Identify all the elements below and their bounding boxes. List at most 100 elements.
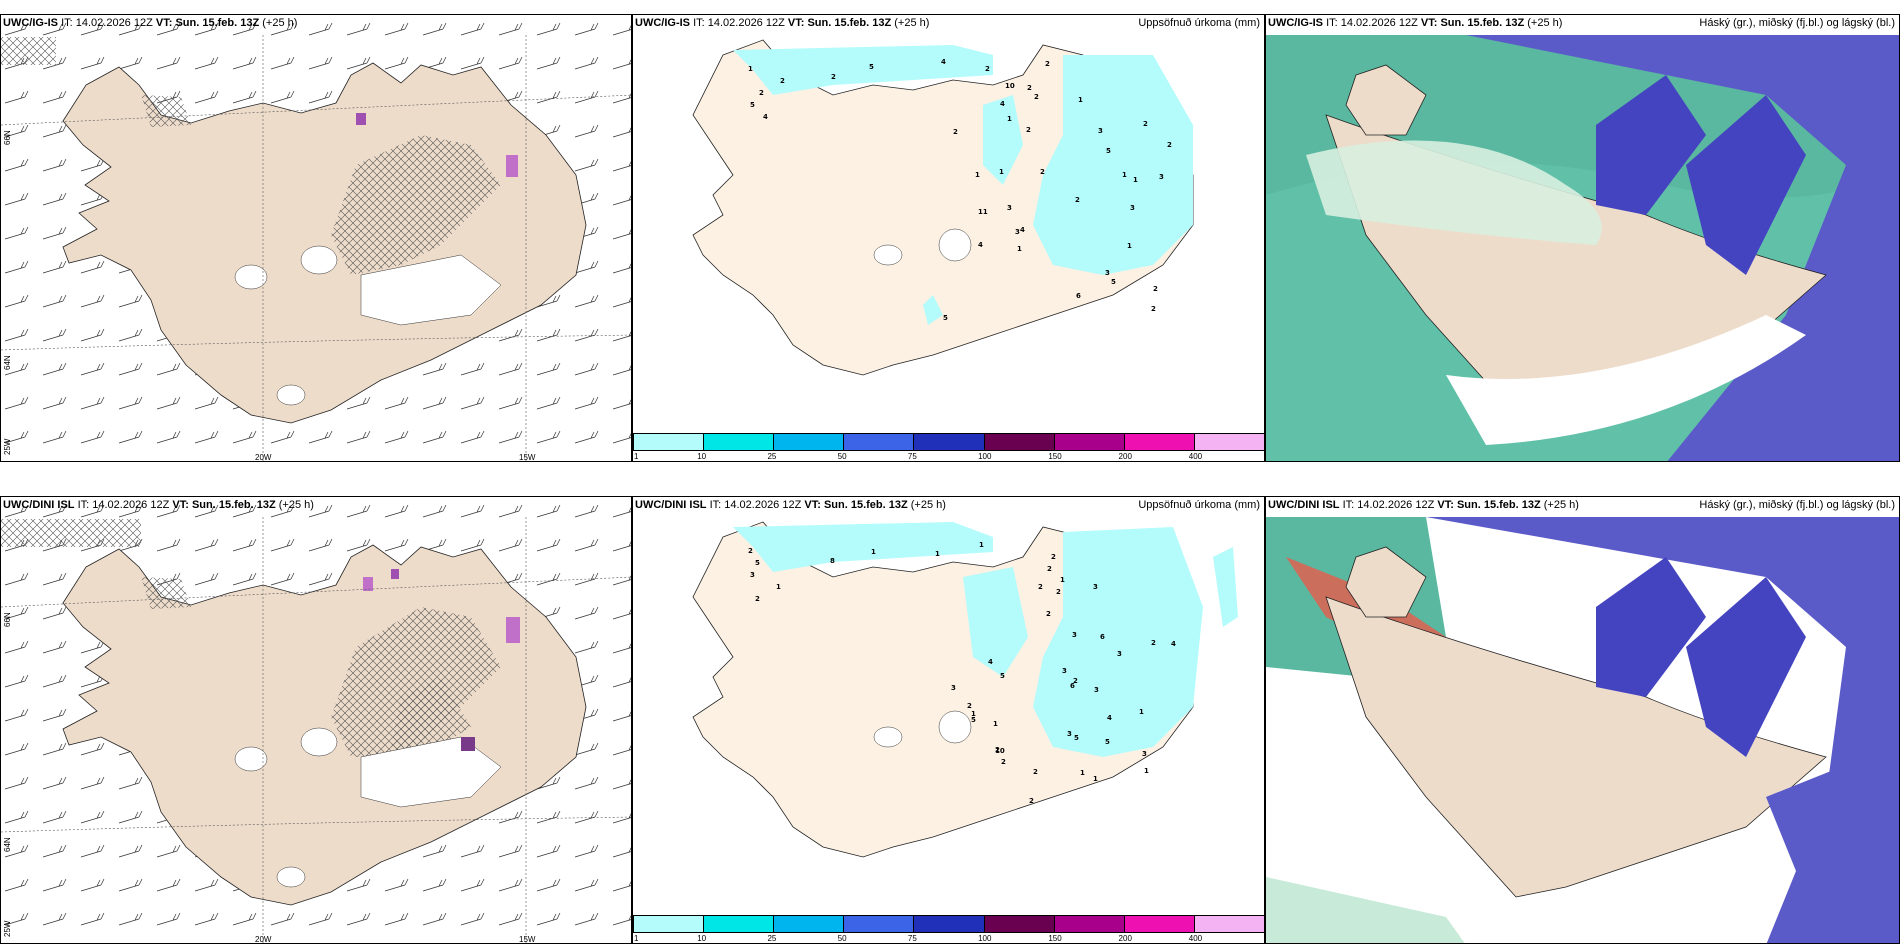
legend-swatch — [704, 434, 775, 450]
legend-bar — [633, 433, 1264, 451]
precip-value: 1 — [1093, 775, 1098, 783]
lat-label-64n: 64N — [3, 355, 12, 370]
precip-value: 2 — [1027, 84, 1032, 92]
cloud-title: Háský (gr.), miðský (fj.bl.) og lágský (… — [1699, 499, 1895, 511]
precip-value: 4 — [1171, 640, 1176, 648]
precip-value: 6 — [1076, 292, 1081, 300]
legend-tick-label: 150 — [1048, 934, 1062, 943]
precip-value: 1 — [1139, 708, 1144, 716]
legend-tick-label: 1 — [634, 452, 639, 461]
legend-tick-label: 10 — [697, 934, 707, 943]
precip-value: 2 — [1045, 60, 1050, 68]
cloud-map-panel-bottom: UWC/DINI ISL IT: 14.02.2026 12Z VT: Sun.… — [1265, 496, 1900, 944]
precip-value: 1 — [999, 168, 1004, 176]
precip-value: 2 — [1038, 583, 1043, 591]
legend-tick-label: 100 — [978, 934, 992, 943]
precip-map — [692, 39, 1194, 376]
precip-value: 2 — [1033, 768, 1038, 776]
precip-value: 3 — [1142, 750, 1147, 758]
precip-value: 4 — [763, 113, 768, 121]
legend-tick-label: 400 — [1188, 934, 1203, 943]
legend-swatch — [984, 434, 1055, 450]
legend-swatch — [914, 434, 985, 450]
wind-map-panel-bottom: UWC/DINI ISL IT: 14.02.2026 12Z VT: Sun.… — [0, 496, 632, 944]
precip-value: 2 — [1046, 610, 1051, 618]
legend-tick-label: 75 — [907, 452, 917, 461]
precip-value: 3 — [1067, 730, 1072, 738]
precip-value: 2 — [1073, 677, 1078, 685]
precip-value: 2 — [953, 128, 958, 136]
precip-value: 2 — [995, 746, 1000, 754]
precip-value: 3 — [1072, 631, 1077, 639]
legend-tick-label: 10 — [697, 452, 707, 461]
precip-value: 2 — [780, 77, 785, 85]
panel-title: UWC/IG-IS IT: 14.02.2026 12Z VT: Sun. 15… — [635, 17, 930, 29]
precip-value: 6 — [1070, 682, 1075, 690]
precip-value: 2 — [1047, 565, 1052, 573]
precip-value: 4 — [1107, 714, 1112, 722]
precip-value: 5 — [971, 716, 976, 724]
legend-swatch — [634, 434, 705, 450]
precip-value: 2 — [1056, 588, 1061, 596]
precip-value: 3 — [1007, 204, 1012, 212]
legend-swatch — [704, 916, 775, 932]
precip-value: 2 — [748, 547, 753, 555]
precip-value: 1 — [1122, 171, 1127, 179]
precip-value: 2 — [1029, 797, 1034, 805]
legend-swatch — [774, 434, 845, 450]
legend-tick-label: 200 — [1118, 934, 1132, 943]
legend-tick-label: 75 — [907, 934, 917, 943]
legend-swatch — [844, 916, 915, 932]
legend-swatch — [634, 916, 705, 932]
precip-value: 3 — [1062, 667, 1067, 675]
precip-value: 5 — [755, 559, 760, 567]
precip-value: 2 — [967, 702, 972, 710]
precip-value: 4 — [988, 658, 993, 666]
precip-value: 5 — [943, 314, 948, 322]
precip-value: 1 — [979, 541, 984, 549]
panel-title: UWC/DINI ISL IT: 14.02.2026 12Z VT: Sun.… — [1268, 499, 1579, 511]
legend-tick-label: 150 — [1048, 452, 1062, 461]
precip-numbers: 8 1 1 1 2 2 5 3 1 2 5 5 1 2 2 3 2 1 5 6 2 2 1 3 10 2 1 2 2 2 3 2 1 3 3 4 4 2 1… — [633, 497, 1264, 917]
precip-value: 1 — [1007, 115, 1012, 123]
precip-legend: 1 10 25 50 75 100 150 200 400 — [633, 433, 1264, 461]
precip-value: 10 — [1005, 82, 1015, 90]
precip-value: 1 — [1078, 96, 1083, 104]
precip-value: 2 — [1051, 553, 1056, 561]
legend-swatch — [984, 916, 1055, 932]
precip-value: 3 — [1015, 228, 1020, 236]
lon-label-20w: 20W — [255, 453, 272, 462]
lat-label-66n: 66N — [3, 130, 12, 145]
precip-value: 4 — [941, 58, 946, 66]
precip-value: 2 — [1040, 168, 1045, 176]
precip-value: 1 — [935, 550, 940, 558]
precip-value: 5 — [1105, 738, 1110, 746]
wind-map — [1, 497, 631, 943]
precip-value: 3 — [1105, 269, 1110, 277]
precip-value: 6 — [1100, 633, 1105, 641]
precip-value: 3 — [951, 684, 956, 692]
legend-swatch — [774, 916, 845, 932]
legend-swatch — [914, 916, 985, 932]
precip-value: 2 — [1167, 141, 1172, 149]
legend-swatch — [1124, 434, 1195, 450]
legend-tick-label: 50 — [837, 452, 847, 461]
panel-title: UWC/IG-IS IT: 14.02.2026 12Z VT: Sun. 15… — [1268, 17, 1563, 29]
legend-tick-label: 1 — [634, 934, 639, 943]
lon-label-15w: 15W — [519, 935, 536, 944]
lat-label-66n: 66N — [3, 612, 12, 627]
precip-value: 2 — [1026, 126, 1031, 134]
precip-value: 11 — [978, 208, 988, 216]
lon-label-25w: 25W — [3, 438, 12, 455]
precip-value: 5 — [1111, 278, 1116, 286]
precip-value: 5 — [869, 63, 874, 71]
legend-swatch — [844, 434, 915, 450]
precip-value: 5 — [1000, 672, 1005, 680]
precip-value: 4 — [1000, 100, 1005, 108]
legend-swatch — [1194, 434, 1264, 450]
wind-map — [1, 15, 631, 461]
precip-map-panel-top: UWC/IG-IS IT: 14.02.2026 12Z VT: Sun. 15… — [632, 14, 1265, 462]
precip-map-panel-bottom: UWC/DINI ISL IT: 14.02.2026 12Z VT: Sun.… — [632, 496, 1265, 944]
legend-tick-label: 50 — [837, 934, 847, 943]
precip-value: 2 — [755, 595, 760, 603]
